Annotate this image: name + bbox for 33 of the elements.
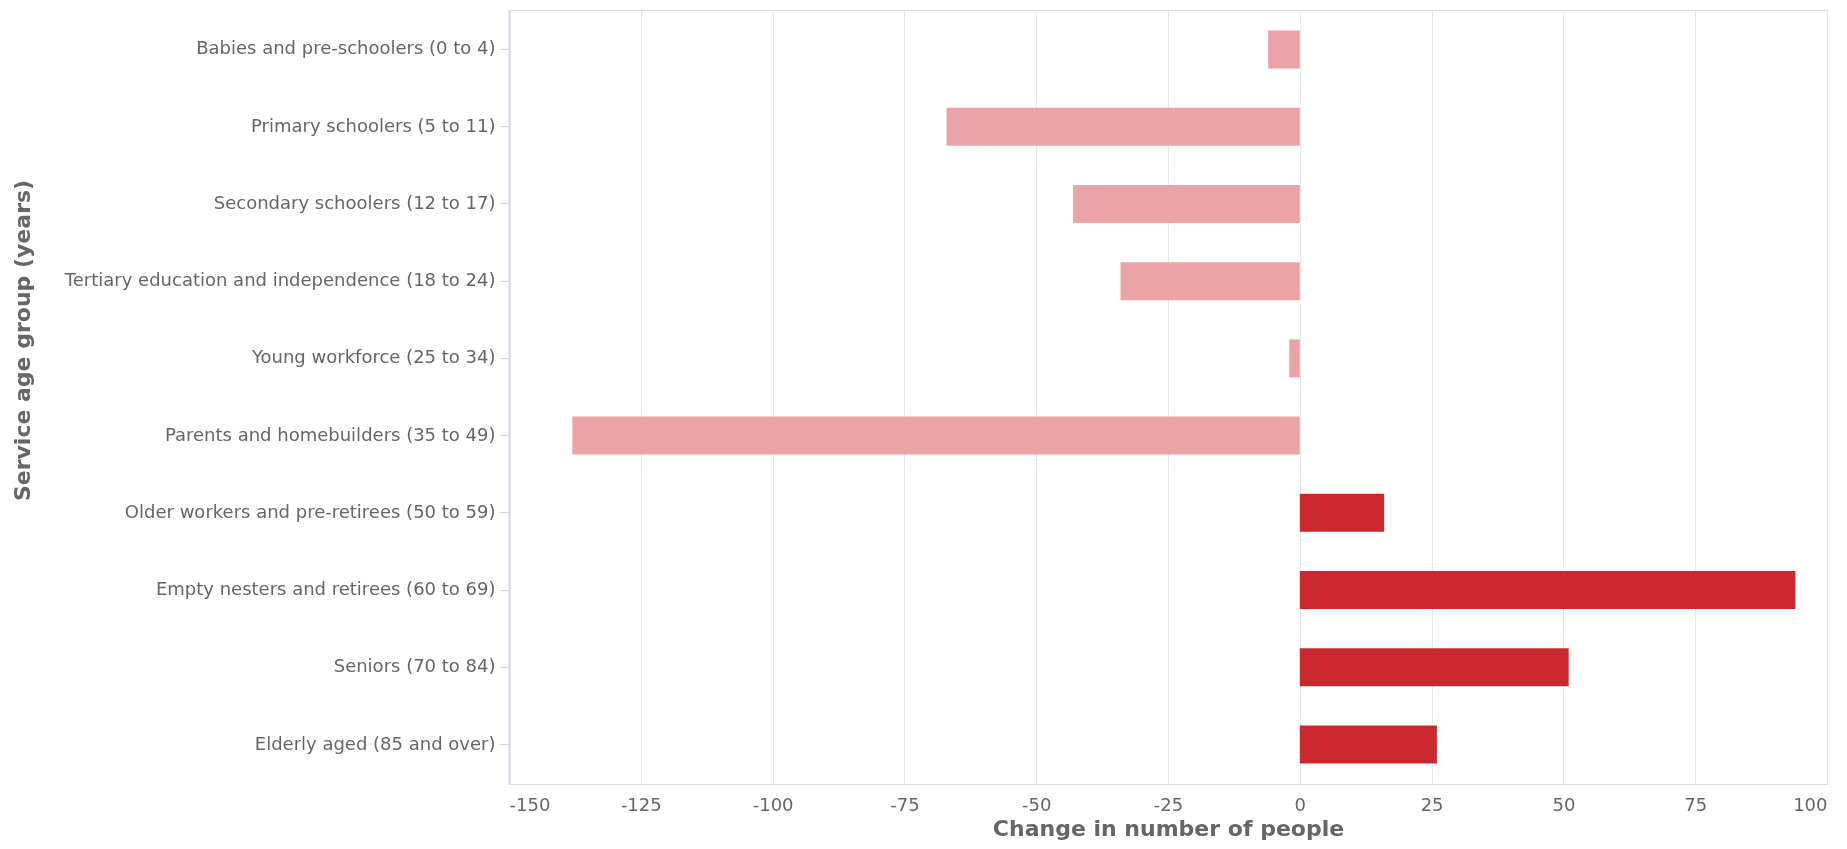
x-tick-label: 0 (1294, 793, 1307, 815)
x-tick-label: -50 (1022, 793, 1052, 815)
bar (1289, 339, 1300, 378)
y-tick-label: Elderly aged (85 and over) (254, 732, 496, 754)
x-tick-label: 75 (1684, 793, 1708, 815)
x-tick-label: -150 (509, 793, 551, 815)
y-axis-title: Service age group (years) (9, 179, 35, 502)
x-tick-label: 50 (1552, 793, 1576, 815)
y-tick-label: Primary schoolers (5 to 11) (251, 114, 496, 136)
x-tick-label: -75 (890, 793, 920, 815)
bar (1299, 493, 1385, 532)
x-tick-label: -25 (1153, 793, 1184, 815)
x-tick-label: 100 (1793, 793, 1828, 815)
y-tick-label: Parents and homebuilders (35 to 49) (164, 423, 496, 445)
bar (1299, 725, 1437, 764)
x-axis-title: Change in number of people (992, 815, 1345, 841)
y-tick-label: Seniors (70 to 84) (333, 655, 496, 677)
y-tick-label: Babies and pre-schoolers (0 to 4) (196, 37, 496, 59)
y-tick-label: Older workers and pre-retirees (50 to 59) (124, 500, 496, 522)
bar (1120, 262, 1300, 301)
bar (946, 107, 1300, 146)
y-tick-label: Secondary schoolers (12 to 17) (213, 191, 496, 213)
bar (1299, 571, 1796, 610)
x-tick-label: -125 (620, 793, 662, 815)
bar (1299, 648, 1569, 687)
x-tick-label: -100 (752, 793, 794, 815)
bar (572, 416, 1300, 455)
bar (1268, 30, 1300, 69)
x-tick-label: 25 (1420, 793, 1444, 815)
y-tick-label: Tertiary education and independence (18 to 24) (63, 269, 496, 291)
y-tick-label: Young workforce (25 to 34) (250, 346, 496, 368)
y-tick-label: Empty nesters and retirees (60 to 69) (155, 578, 496, 600)
bar (1073, 184, 1300, 223)
